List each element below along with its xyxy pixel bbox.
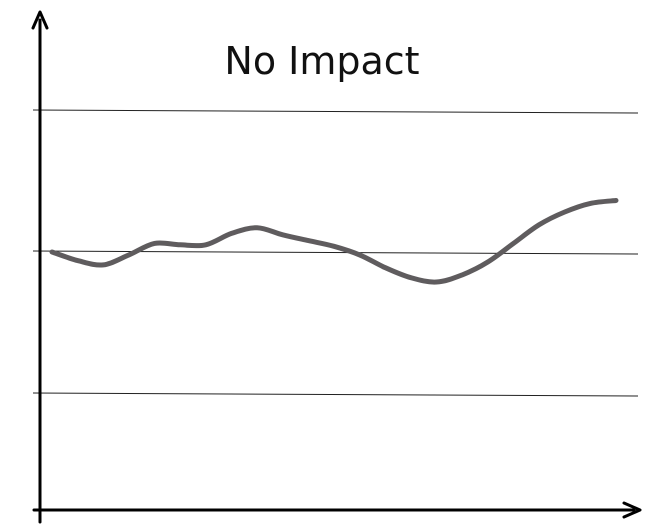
gridlines (32, 109, 639, 397)
chart-title: No Impact (224, 39, 419, 83)
axes (31, 10, 642, 524)
gridline-1 (32, 109, 639, 114)
y-axis-arrow (31, 10, 49, 30)
series-line (49, 198, 619, 285)
gridline-3 (32, 392, 639, 397)
gridline-2 (32, 250, 639, 255)
series-layer (49, 198, 619, 285)
x-axis-arrow (622, 501, 642, 519)
